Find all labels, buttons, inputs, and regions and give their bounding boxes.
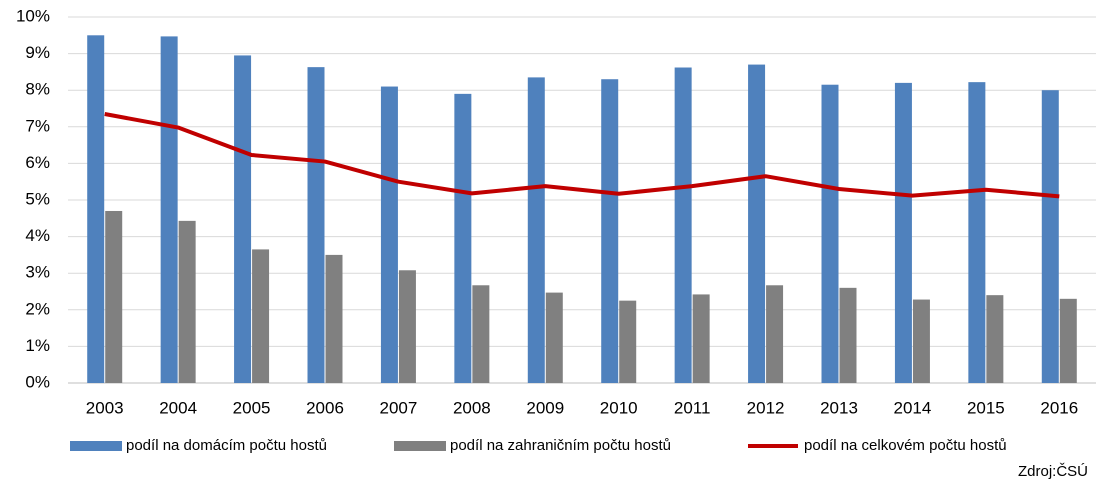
- y-tick-label: 9%: [25, 43, 50, 62]
- x-tick-label: 2005: [233, 398, 271, 417]
- bar: [619, 300, 637, 383]
- y-tick-label: 3%: [25, 263, 50, 282]
- bar: [968, 82, 986, 383]
- x-tick-label: 2016: [1040, 398, 1078, 417]
- source: Zdroj:ČSÚ: [1018, 463, 1088, 480]
- x-tick-label: 2007: [380, 398, 418, 417]
- bar: [674, 67, 692, 384]
- bar: [527, 77, 545, 383]
- bar: [601, 79, 619, 383]
- legend-label: podíl na domácím počtu hostů: [126, 437, 327, 454]
- bar: [325, 254, 343, 383]
- x-tick-label: 2015: [967, 398, 1005, 417]
- bar: [307, 67, 325, 383]
- bar: [178, 220, 196, 383]
- x-tick-label: 2009: [526, 398, 564, 417]
- bar: [748, 64, 766, 383]
- bar: [380, 86, 398, 383]
- bar: [454, 93, 472, 384]
- bar: [398, 270, 416, 383]
- x-tick-label: 2011: [674, 398, 711, 417]
- x-tick-label: 2013: [820, 398, 858, 417]
- bar: [986, 295, 1004, 383]
- bar: [252, 249, 270, 383]
- x-tick-label: 2008: [453, 398, 491, 417]
- bar: [87, 35, 105, 384]
- bar: [1041, 90, 1059, 383]
- legend-label: podíl na celkovém počtu hostů: [804, 437, 1007, 454]
- x-tick-label: 2006: [306, 398, 344, 417]
- bar: [472, 285, 490, 383]
- y-tick-label: 6%: [25, 153, 50, 172]
- y-tick-label: 1%: [25, 336, 50, 355]
- y-tick-label: 0%: [25, 372, 50, 391]
- y-tick-label: 5%: [25, 189, 50, 208]
- y-tick-label: 8%: [25, 80, 50, 99]
- legend-swatch: [394, 441, 446, 451]
- legend-label: podíl na zahraničním počtu hostů: [450, 437, 671, 454]
- x-tick-label: 2003: [86, 398, 124, 417]
- legend-swatch: [70, 441, 122, 451]
- x-tick-label: 2004: [159, 398, 197, 417]
- bar: [234, 55, 252, 384]
- x-tick-label: 2012: [747, 398, 785, 417]
- bar: [160, 36, 178, 383]
- y-tick-label: 4%: [25, 226, 50, 245]
- bar: [821, 84, 839, 384]
- bar: [766, 285, 784, 383]
- y-tick-label: 2%: [25, 299, 50, 318]
- y-tick-label: 10%: [16, 6, 50, 25]
- bar: [839, 287, 857, 383]
- bar: [545, 292, 563, 383]
- x-tick-label: 2010: [600, 398, 638, 417]
- x-tick-label: 2014: [894, 398, 932, 417]
- bar: [105, 210, 123, 383]
- bar: [912, 299, 930, 383]
- bar: [692, 294, 710, 383]
- line: [104, 112, 1060, 199]
- y-tick-label: 7%: [25, 116, 50, 135]
- bar: [894, 82, 912, 383]
- bar: [1059, 298, 1077, 383]
